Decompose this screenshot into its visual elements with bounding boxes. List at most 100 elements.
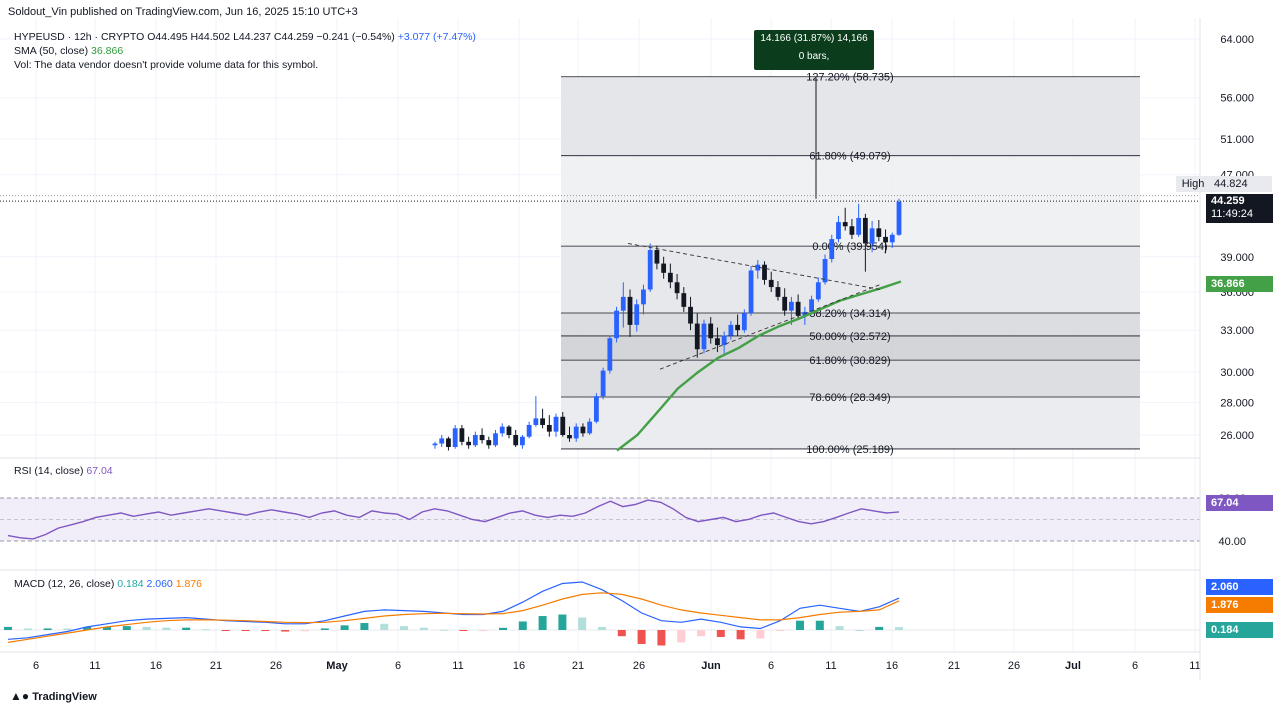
x-tick-label: 26 [633,660,645,672]
candle-body [661,263,667,273]
candle-body [674,282,680,294]
vol-note: Vol: The data vendor doesn't provide vol… [14,59,319,71]
y-tick-label: 30.000 [1220,367,1254,379]
measure-tooltip: 14.166 (31.87%) 14,166 0 bars, [754,30,874,70]
candle-body [849,226,855,235]
candle-body [842,222,848,227]
candle-body [540,418,545,425]
macd-hist-bar [499,627,507,630]
macd-hist-bar [439,629,448,631]
candle-body [681,293,687,307]
macd-legend: MACD (12, 26, close) 0.184 2.060 1.876 [14,577,202,591]
macd-hist-bar [320,628,329,630]
candle-body [869,228,875,244]
candle-body [493,433,498,446]
candle-body [822,259,828,283]
sma-line [616,280,902,452]
candles [432,198,902,451]
candle-body [567,435,572,439]
x-tick-label: Jul [1065,660,1081,672]
macd-hist-bar [815,620,824,630]
fib-label: 78.60% (28.349) [809,392,890,404]
macd-hist-bar [182,627,191,630]
candle-body [789,301,794,311]
x-tick-label: 21 [948,660,960,672]
candle-body [614,310,619,339]
candle-body [708,323,714,339]
rsi-line [7,499,900,540]
macd-hist-bar [855,630,864,631]
candle-body [546,424,552,432]
candle-body [701,323,707,350]
fib-label: 38.20% (34.314) [809,308,890,320]
candle-body [829,239,835,260]
candle-body [889,234,895,243]
x-tick-label: 16 [150,660,162,672]
macd-hist-bar [637,630,646,644]
candle-body [459,428,465,442]
symbol-label: HYPEUSD · 12h · CRYPTO [14,31,145,43]
candle-body [647,250,653,290]
candle-body [809,299,814,312]
candle-body [762,264,767,280]
lower-trendline [659,284,881,370]
x-tick-label: 6 [33,660,39,672]
macd-hist-bar [578,617,587,630]
candle-body [499,426,505,434]
last-price: 44.259 [1211,195,1245,207]
macd-hist-bar [202,629,210,631]
change-value: +3.077 (+7.47%) [397,31,476,43]
high-value: 44.824 [1210,176,1272,192]
macd-hist-bar [657,630,666,646]
candle-body [452,428,458,447]
macd-hist-bar [103,626,111,630]
x-tick-label: May [326,660,348,672]
macd-label: MACD (12, 26, close) [14,578,115,590]
candle-body [862,217,868,244]
macd-hist-bar [697,630,705,637]
candle-body [573,426,579,439]
macd-line-value: 2.060 [146,578,173,590]
x-tick-label: 26 [270,660,282,672]
candle-body [580,426,586,434]
macd-hist-bar [83,626,92,630]
candle-body [715,338,720,346]
sma-price-label: 36.866 [1206,276,1273,292]
fib-label: 50.00% (32.572) [809,331,890,343]
macd-hist-bar [419,627,428,630]
rsi-label: RSI (14, close) [14,465,84,477]
fib-label: 61.80% (49.079) [809,151,890,163]
macd-hist-bar [122,626,131,630]
macd-hist-bar [875,626,884,630]
tradingview-footer: ▲● TradingView [10,689,97,703]
y-tick-label: 28.000 [1220,397,1254,409]
candle-body [856,217,862,235]
tradingview-logo-icon: ▲● [10,689,30,703]
candle-body [755,264,761,271]
chart-overlays [0,77,1200,452]
candle-body [466,441,472,446]
candle-body [728,324,734,336]
x-tick-label: 11 [825,660,836,672]
fib-zone [561,396,1140,449]
macd-hist-bar [796,620,804,630]
macd-pane [0,569,1200,646]
candle-body [748,270,754,314]
x-tick-label: 6 [768,660,774,672]
measure-line1: 14.166 (31.87%) 14,166 [760,33,868,44]
macd-hist-bar [281,630,290,632]
candle-body [479,435,485,441]
candle-body [587,421,593,434]
macd-hist-bar [43,628,52,630]
candle-body [593,396,599,422]
y-tick-label: 26.000 [1220,430,1254,442]
candle-body [641,289,646,305]
y-tick-label: 39.000 [1220,252,1254,264]
candle-body [627,296,633,325]
macd-hist-bar [63,628,72,630]
macd-hist-bar [301,630,309,632]
sma-value: 36.866 [91,45,124,57]
fib-label: 127.20% (58.735) [806,72,893,84]
macd-hist-bar [261,630,270,631]
